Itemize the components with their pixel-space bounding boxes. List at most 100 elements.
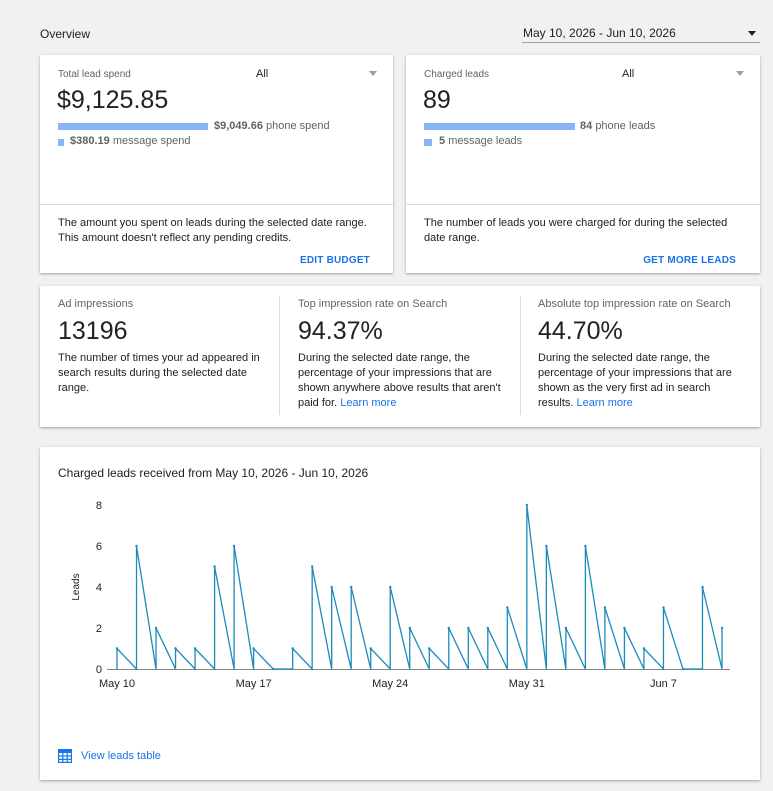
data-point: [701, 585, 704, 589]
data-point: [135, 544, 138, 548]
y-tick-label: 2: [96, 623, 102, 635]
data-point: [408, 626, 411, 630]
charged-leads-label: Charged leads: [424, 69, 490, 80]
message-leads-count: 5: [439, 135, 446, 147]
stat-divider: [279, 296, 280, 415]
view-leads-table-link[interactable]: View leads table: [58, 749, 161, 763]
card-divider: [406, 204, 760, 205]
abs-top-rate-text: During the selected date range, the perc…: [538, 352, 732, 409]
data-point: [525, 503, 529, 507]
x-tick-label: May 31: [509, 678, 545, 690]
chevron-down-icon: [748, 31, 756, 36]
phone-leads-suffix: phone leads: [595, 120, 656, 132]
top-rate-learn-more-link[interactable]: Learn more: [340, 397, 397, 409]
data-point: [154, 626, 158, 630]
phone-spend-amount: $9,049.66: [214, 120, 263, 132]
view-leads-table-label: View leads table: [81, 750, 161, 762]
y-axis-label: Leads: [71, 573, 82, 600]
data-point: [389, 585, 392, 589]
chevron-down-icon[interactable]: [369, 71, 377, 76]
phone-spend-suffix: phone spend: [266, 120, 330, 132]
data-point: [428, 647, 431, 650]
data-point: [193, 647, 197, 650]
charged-leads-description: The number of leads you were charged for…: [424, 217, 728, 244]
message-leads-suffix: message leads: [448, 135, 523, 147]
phone-spend-text: $9,049.66 phone spend: [214, 120, 330, 132]
message-leads-bar: [424, 139, 432, 146]
message-spend-suffix: message spend: [112, 135, 191, 147]
data-point: [349, 585, 353, 589]
y-tick-label: 8: [96, 500, 102, 512]
chart-title: Charged leads received from May 10, 2026…: [58, 466, 369, 480]
data-point: [310, 565, 314, 568]
data-point: [545, 544, 548, 548]
table-icon: [58, 749, 72, 763]
data-point: [603, 606, 607, 609]
impression-stats-card: Ad impressions 13196 The number of times…: [40, 286, 760, 427]
lead-spend-filter[interactable]: All: [256, 68, 269, 80]
data-point: [174, 647, 177, 650]
abs-top-rate-description: During the selected date range, the perc…: [538, 351, 748, 411]
data-point: [115, 647, 119, 650]
charged-leads-card: Charged leads All 89 84 phone leads 5 me…: [406, 55, 760, 273]
y-tick-label: 6: [96, 541, 102, 553]
top-rate-value: 94.37%: [298, 317, 383, 345]
message-spend-amount: $380.19: [70, 135, 110, 147]
leads-series-line: [116, 504, 723, 671]
stat-divider: [520, 296, 521, 415]
abs-top-rate-learn-more-link[interactable]: Learn more: [576, 397, 633, 409]
x-tick-label: May 24: [372, 678, 408, 690]
data-point: [232, 544, 236, 548]
y-tick-label: 4: [96, 582, 102, 594]
data-point: [291, 647, 294, 650]
data-point: [271, 667, 275, 671]
top-rate-text: During the selected date range, the perc…: [298, 352, 501, 409]
ad-impressions-label: Ad impressions: [58, 298, 134, 310]
abs-top-rate-label: Absolute top impression rate on Search: [538, 298, 731, 310]
data-point: [623, 626, 626, 630]
data-point: [486, 626, 490, 630]
data-point: [213, 565, 216, 568]
x-tick-label: Jun 7: [650, 678, 677, 690]
x-tick-label: May 10: [99, 678, 135, 690]
chevron-down-icon[interactable]: [736, 71, 744, 76]
phone-leads-text: 84 phone leads: [580, 120, 655, 132]
ad-impressions-value: 13196: [58, 317, 128, 345]
date-range-value: May 10, 2026 - Jun 10, 2026: [523, 26, 676, 40]
page-title: Overview: [40, 27, 91, 41]
data-point: [564, 626, 568, 630]
data-point: [662, 606, 665, 609]
charged-leads-total: 89: [423, 86, 451, 114]
top-rate-description: During the selected date range, the perc…: [298, 351, 504, 411]
y-tick-label: 0: [96, 664, 102, 676]
data-point: [681, 667, 685, 671]
date-range-dropdown[interactable]: May 10, 2026 - Jun 10, 2026: [522, 24, 760, 43]
data-point: [720, 626, 724, 630]
get-more-leads-button[interactable]: GET MORE LEADS: [643, 255, 736, 266]
top-rate-label: Top impression rate on Search: [298, 298, 448, 310]
data-point: [467, 626, 470, 630]
data-point: [584, 544, 587, 548]
message-spend-bar: [58, 139, 64, 146]
ad-impressions-description: The number of times your ad appeared in …: [58, 352, 260, 394]
card-divider: [40, 204, 393, 205]
phone-leads-count: 84: [580, 120, 593, 132]
lead-spend-description: The amount you spent on leads during the…: [58, 217, 367, 244]
data-point: [447, 626, 450, 630]
message-spend-text: $380.19 message spend: [70, 135, 191, 147]
message-leads-text: 5 message leads: [439, 135, 522, 147]
lead-spend-card: Total lead spend All $9,125.85 $9,049.66…: [40, 55, 393, 273]
data-point: [330, 585, 333, 589]
leads-line-chart: 0 2 4 6 8 Leads May 10 May 17 May 24 May 31 Jun 7: [71, 500, 730, 690]
data-point: [642, 647, 646, 650]
data-point: [506, 606, 509, 609]
x-tick-label: May 17: [236, 678, 272, 690]
phone-spend-bar: [58, 123, 208, 130]
lead-spend-total: $9,125.85: [57, 86, 169, 114]
data-point: [252, 647, 255, 650]
charged-leads-chart-card: Charged leads received from May 10, 2026…: [40, 447, 760, 780]
data-point: [369, 647, 372, 650]
edit-budget-button[interactable]: EDIT BUDGET: [300, 255, 370, 266]
charged-leads-filter[interactable]: All: [622, 68, 635, 80]
abs-top-rate-value: 44.70%: [538, 317, 623, 345]
